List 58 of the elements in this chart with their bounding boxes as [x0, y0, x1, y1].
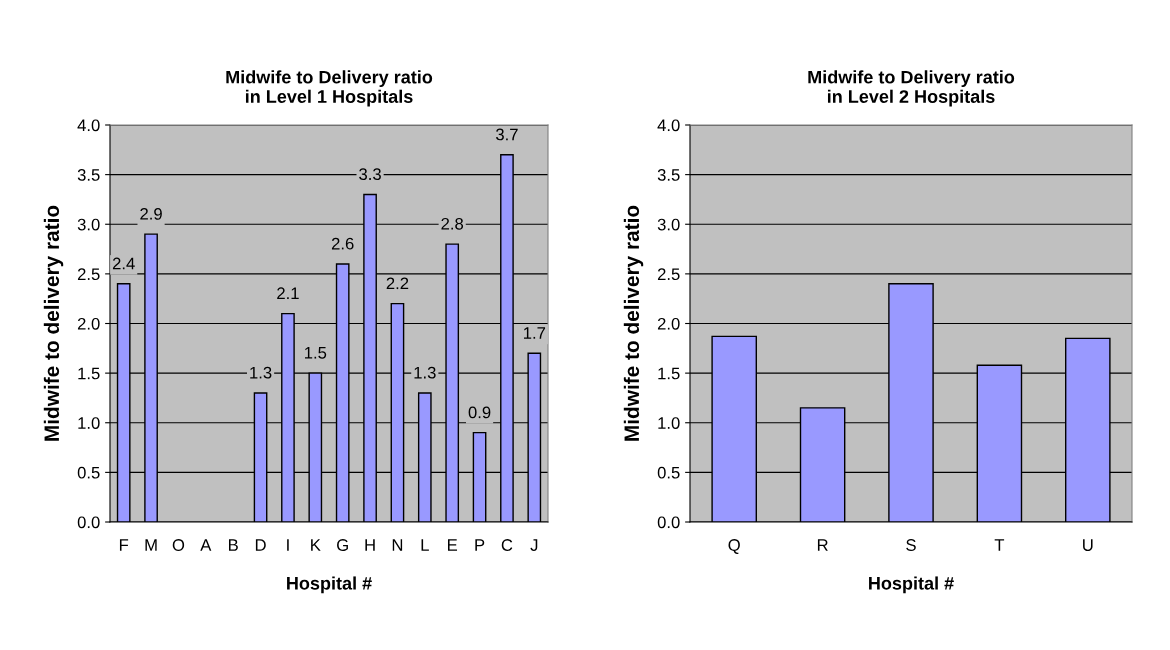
x-tick-label: U [1083, 539, 1093, 551]
data-label: 2.1 [277, 287, 299, 300]
data-label: 0.9 [468, 406, 491, 419]
x-axis-title: Hospital # [869, 576, 954, 594]
y-tick-label: 0.5 [657, 466, 680, 479]
chart-title: Midwife to Delivery ratio in Level 1 Hospitals [226, 70, 433, 107]
y-tick-label: 0.0 [77, 516, 100, 529]
y-tick-label: 1.5 [78, 367, 100, 380]
y-tick-label: 3.0 [657, 218, 680, 231]
x-tick-label: J [530, 539, 538, 551]
y-tick-label: 1.5 [658, 367, 680, 380]
x-axis-title: Hospital # [287, 576, 372, 594]
data-label: 2.2 [386, 277, 409, 290]
x-tick-label: S [906, 539, 916, 551]
data-label: 1.7 [524, 327, 546, 339]
y-tick-label: 4.0 [657, 119, 680, 132]
data-label: 2.6 [331, 237, 354, 250]
y-tick-label: 3.5 [657, 169, 680, 181]
y-tick-label: 2.5 [657, 268, 680, 281]
x-tick-label: M [145, 539, 157, 551]
data-label: 1.3 [250, 366, 272, 379]
y-axis-title: Midwife to delivery ratio [43, 205, 64, 441]
x-tick-label: N [392, 539, 403, 551]
data-label: 2.9 [140, 207, 162, 220]
y-tick-label: 1.0 [78, 417, 100, 429]
x-tick-label: A [200, 539, 212, 551]
y-tick-label: 0.0 [657, 516, 680, 529]
x-tick-label: R [817, 539, 828, 551]
x-tick-label: C [501, 539, 513, 551]
data-label: 3.7 [495, 128, 518, 141]
x-tick-label: K [311, 539, 321, 551]
x-tick-label: D [255, 539, 266, 551]
y-tick-label: 3.5 [77, 169, 100, 181]
data-label: 1.3 [414, 366, 436, 379]
y-tick-label: 3.0 [77, 218, 100, 231]
x-tick-label: G [337, 539, 348, 551]
y-tick-label: 1.0 [658, 417, 680, 429]
x-tick-label: H [365, 539, 375, 551]
y-tick-label: 0.5 [77, 466, 100, 479]
y-tick-label: 4.0 [77, 119, 100, 132]
x-tick-label: Q [728, 539, 740, 554]
data-label: 2.4 [112, 257, 135, 270]
x-tick-label: E [448, 539, 458, 551]
x-tick-label: F [119, 539, 129, 551]
x-tick-label: O [172, 539, 185, 551]
chart-title: Midwife to Delivery ratio in Level 2 Hospitals [808, 70, 1015, 107]
y-tick-label: 2.0 [77, 317, 100, 330]
x-tick-label: I [287, 539, 289, 551]
data-label: 2.8 [441, 217, 464, 230]
x-tick-label: L [421, 539, 429, 551]
y-tick-label: 2.5 [77, 268, 100, 281]
y-axis-title: Midwife to delivery ratio [623, 205, 644, 441]
x-tick-label: P [475, 539, 485, 551]
data-label: 3.3 [359, 168, 381, 181]
y-tick-label: 2.0 [657, 317, 680, 330]
x-tick-label: B [229, 539, 238, 551]
data-label: 1.5 [305, 347, 327, 359]
x-tick-label: T [994, 539, 1005, 551]
